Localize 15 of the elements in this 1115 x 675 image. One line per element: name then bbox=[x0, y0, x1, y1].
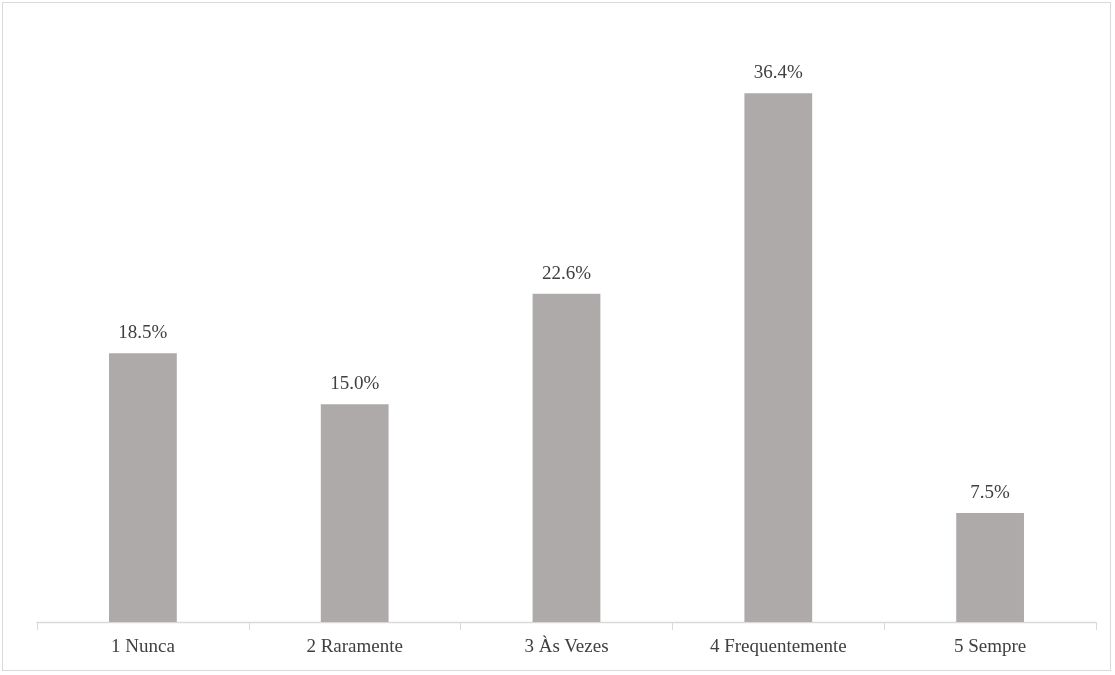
x-tick-label: 4 Frequentemente bbox=[709, 635, 847, 656]
x-tick-label: 2 Raramente bbox=[306, 635, 403, 656]
x-tick-label: 5 Sempre bbox=[953, 635, 1027, 656]
bar bbox=[109, 353, 177, 622]
x-tick-label: 1 Nunca bbox=[110, 635, 176, 656]
data-label: 22.6% bbox=[541, 261, 592, 283]
data-label: 7.5% bbox=[970, 481, 1011, 503]
bar bbox=[532, 293, 601, 622]
x-tick-label: 3 Às Vezes bbox=[524, 635, 609, 656]
data-label: 36.4% bbox=[753, 61, 804, 83]
data-label: 18.5% bbox=[118, 321, 168, 343]
bar bbox=[744, 93, 813, 622]
bar bbox=[956, 513, 1024, 622]
data-label: 15.0% bbox=[330, 372, 380, 394]
bar bbox=[320, 404, 389, 622]
